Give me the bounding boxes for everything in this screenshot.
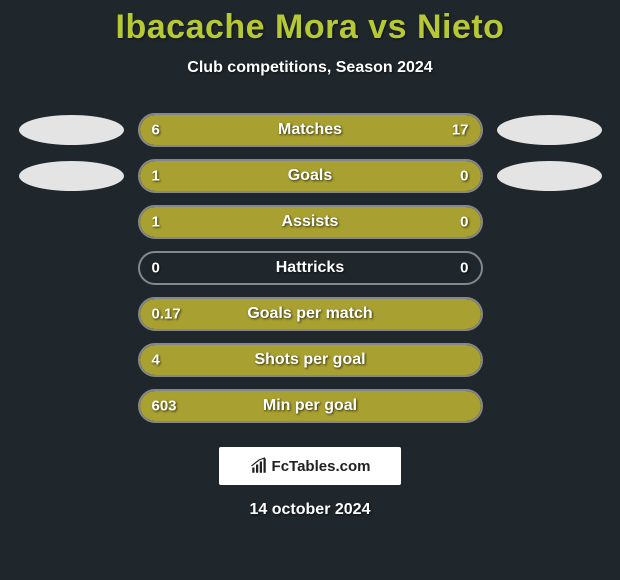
stat-row: 603Min per goal bbox=[10, 383, 610, 429]
stat-bar: 603Min per goal bbox=[138, 389, 483, 423]
stat-row: 0Hattricks0 bbox=[10, 245, 610, 291]
spacer bbox=[497, 253, 602, 283]
stat-row: 1Assists0 bbox=[10, 199, 610, 245]
stat-bar: 6Matches17 bbox=[138, 113, 483, 147]
stat-value-right: 0 bbox=[460, 214, 468, 231]
stat-bar: 1Goals0 bbox=[138, 159, 483, 193]
stat-label: Matches bbox=[140, 121, 481, 139]
stat-value-right: 0 bbox=[460, 168, 468, 185]
stat-label: Goals per match bbox=[140, 305, 481, 323]
stat-value-right: 17 bbox=[452, 122, 469, 139]
stat-bar: 0.17Goals per match bbox=[138, 297, 483, 331]
stat-row: 6Matches17 bbox=[10, 107, 610, 153]
stat-label: Hattricks bbox=[140, 259, 481, 277]
player-left-avatar bbox=[19, 161, 124, 191]
spacer bbox=[497, 391, 602, 421]
spacer bbox=[19, 299, 124, 329]
spacer bbox=[497, 345, 602, 375]
stat-label: Goals bbox=[140, 167, 481, 185]
spacer bbox=[19, 345, 124, 375]
player-left-avatar bbox=[19, 115, 124, 145]
stat-row: 0.17Goals per match bbox=[10, 291, 610, 337]
date-label: 14 october 2024 bbox=[0, 501, 620, 519]
player-right-avatar bbox=[497, 115, 602, 145]
spacer bbox=[19, 253, 124, 283]
stat-value-right: 0 bbox=[460, 260, 468, 277]
branding-text: FcTables.com bbox=[272, 458, 371, 475]
branding-badge: FcTables.com bbox=[219, 447, 401, 485]
player-right-avatar bbox=[497, 161, 602, 191]
stat-bar: 0Hattricks0 bbox=[138, 251, 483, 285]
stat-label: Min per goal bbox=[140, 397, 481, 415]
stat-row: 4Shots per goal bbox=[10, 337, 610, 383]
comparison-chart: 6Matches171Goals01Assists00Hattricks00.1… bbox=[0, 107, 620, 429]
page-subtitle: Club competitions, Season 2024 bbox=[0, 59, 620, 77]
chart-icon bbox=[250, 457, 268, 475]
stat-label: Shots per goal bbox=[140, 351, 481, 369]
page-title: Ibacache Mora vs Nieto bbox=[0, 0, 620, 47]
spacer bbox=[497, 207, 602, 237]
spacer bbox=[19, 391, 124, 421]
stat-bar: 4Shots per goal bbox=[138, 343, 483, 377]
stat-label: Assists bbox=[140, 213, 481, 231]
stat-row: 1Goals0 bbox=[10, 153, 610, 199]
spacer bbox=[19, 207, 124, 237]
spacer bbox=[497, 299, 602, 329]
stat-bar: 1Assists0 bbox=[138, 205, 483, 239]
